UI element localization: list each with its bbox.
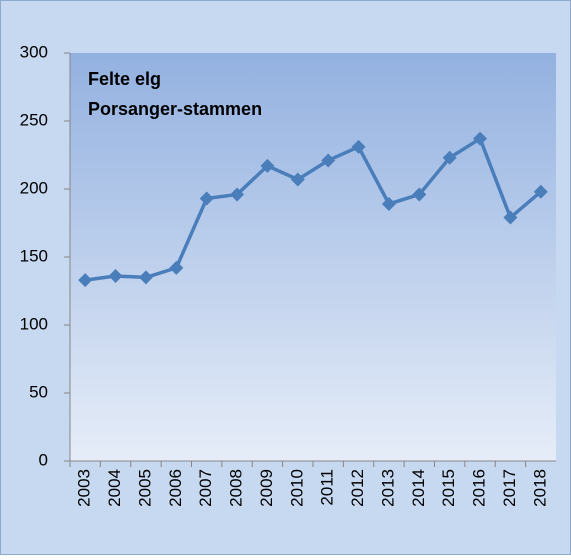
marker — [473, 131, 488, 146]
marker — [169, 260, 184, 275]
x-tick-label: 2018 — [530, 469, 549, 507]
marker — [351, 139, 366, 154]
marker — [230, 187, 245, 202]
y-tick-label: 150 — [20, 246, 48, 265]
marker — [260, 158, 275, 173]
x-tick-label: 2008 — [227, 469, 246, 507]
y-tick-label: 250 — [20, 110, 48, 129]
y-tick-label: 50 — [29, 382, 48, 401]
marker — [381, 196, 396, 211]
y-tick-label: 100 — [20, 314, 48, 333]
y-tick-label: 300 — [20, 42, 48, 61]
chart-subtitle: Porsanger-stammen — [88, 99, 262, 119]
x-tick-label: 2009 — [257, 469, 276, 507]
x-tick-label: 2016 — [470, 469, 489, 507]
marker — [78, 273, 93, 288]
x-tick-label: 2004 — [105, 469, 124, 507]
plot-area — [70, 53, 556, 461]
x-tick-label: 2012 — [348, 469, 367, 507]
x-tick-label: 2017 — [500, 469, 519, 507]
marker — [199, 191, 214, 206]
marker — [108, 269, 123, 284]
marker — [138, 270, 153, 285]
x-tick-label: 2011 — [318, 469, 337, 506]
series-line — [84, 136, 542, 282]
chart-title: Felte elg — [88, 69, 161, 89]
x-tick-label: 2013 — [378, 469, 397, 507]
marker — [503, 210, 518, 225]
x-tick-label: 2010 — [287, 469, 306, 507]
y-tick-label: 200 — [20, 178, 48, 197]
x-tick-label: 2014 — [409, 469, 428, 507]
marker — [321, 153, 336, 168]
y-tick-label: 0 — [39, 450, 48, 469]
marker — [442, 150, 457, 165]
x-tick-label: 2005 — [135, 469, 154, 507]
x-tick-label: 2006 — [166, 469, 185, 507]
marker — [290, 172, 305, 187]
marker — [533, 184, 548, 199]
x-tick-label: 2003 — [75, 469, 94, 507]
x-tick-label: 2007 — [196, 469, 215, 507]
marker — [412, 187, 427, 202]
x-tick-label: 2015 — [439, 469, 458, 507]
